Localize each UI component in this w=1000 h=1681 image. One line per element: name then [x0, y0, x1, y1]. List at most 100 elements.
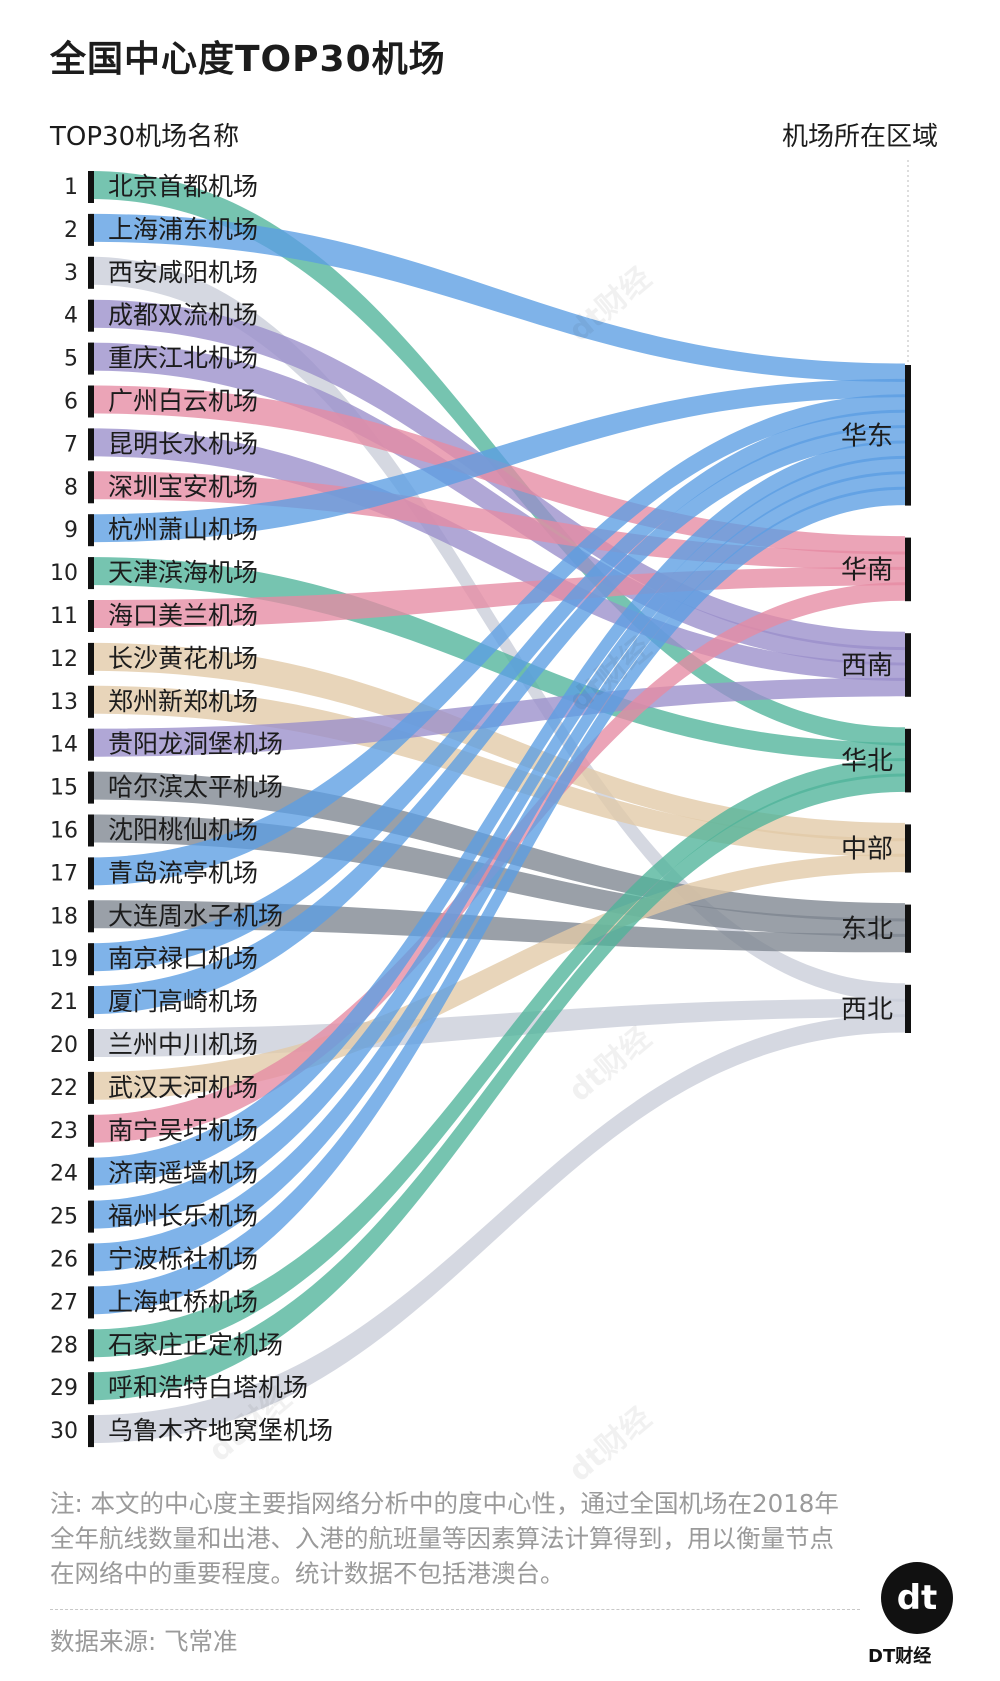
left-node-bar	[88, 1415, 94, 1448]
ribbon-10	[90, 557, 905, 762]
airport-name: 济南遥墙机场	[108, 1159, 258, 1188]
airport-name: 呼和浩特白塔机场	[108, 1373, 308, 1402]
rank-label: 22	[50, 1076, 78, 1101]
rank-label: 11	[50, 604, 78, 629]
airport-name: 广州白云机场	[108, 387, 258, 416]
chart-title: 全国中心度TOP30机场	[50, 39, 446, 80]
rank-label: 27	[50, 1290, 78, 1315]
airport-name: 上海浦东机场	[108, 215, 258, 244]
airport-name: 深圳宝安机场	[108, 472, 258, 501]
left-node-bar	[88, 256, 94, 289]
airport-name: 郑州新郑机场	[108, 687, 258, 716]
left-node-bar	[88, 943, 94, 976]
left-node-bar	[88, 1329, 94, 1362]
airport-name: 西安咸阳机场	[108, 258, 258, 287]
airport-name: 北京首都机场	[108, 172, 258, 201]
rank-label: 10	[50, 561, 78, 586]
left-node-bar	[88, 385, 94, 418]
left-node-bar	[88, 1200, 94, 1233]
rank-label: 16	[50, 819, 78, 844]
ribbon-18	[90, 900, 905, 953]
rank-label: 20	[50, 1033, 78, 1058]
divider	[50, 1609, 860, 1610]
rank-label: 26	[50, 1248, 78, 1273]
region-label: 西北	[841, 995, 893, 1025]
rank-label: 15	[50, 776, 78, 801]
airport-name: 成都双流机场	[108, 301, 258, 330]
airport-name: 宁波栎社机场	[108, 1245, 258, 1274]
airport-name: 沈阳桃仙机场	[108, 816, 258, 845]
ribbon-27	[90, 486, 905, 1315]
region-node-bar	[905, 365, 911, 506]
airport-name: 青岛流亭机场	[108, 858, 258, 887]
airport-name: 杭州萧山机场	[108, 515, 258, 544]
left-node-bar	[88, 557, 94, 590]
region-label: 西南	[841, 651, 893, 681]
left-node-bar	[88, 728, 94, 761]
airport-name: 上海虹桥机场	[108, 1287, 258, 1316]
left-node-bar	[88, 1029, 94, 1061]
rank-label: 12	[50, 647, 78, 672]
left-node-bar	[88, 1157, 94, 1190]
sankey-chart: 1 北京首都机场 2 上海浦东机场 3 西安咸阳机场 4 成都双流机场 5 重庆江北机场 6 广州白云…	[50, 160, 911, 1448]
left-node-bar	[88, 814, 94, 847]
rank-label: 6	[64, 390, 78, 415]
rank-label: 25	[50, 1205, 78, 1230]
right-axis-header: 机场所在区域	[781, 122, 938, 152]
rank-label: 4	[64, 304, 78, 329]
dt-logo: dt	[881, 1562, 953, 1634]
rank-label: 3	[64, 261, 78, 286]
ribbon-20	[90, 998, 905, 1057]
airport-name: 兰州中川机场	[108, 1030, 258, 1059]
ribbon-21	[90, 425, 905, 1015]
airport-name: 贵阳龙洞堡机场	[108, 730, 283, 759]
rank-label: 21	[50, 990, 78, 1015]
left-node-bar	[88, 771, 94, 804]
left-node-bar	[88, 1071, 94, 1104]
logo-text: DT财经	[868, 1646, 932, 1667]
left-node-bar	[88, 1286, 94, 1319]
ribbon-17	[90, 394, 905, 886]
left-node-bar	[88, 986, 94, 1019]
left-node-bar	[88, 514, 94, 547]
left-node-bar	[88, 1243, 94, 1276]
airport-name: 重庆江北机场	[108, 344, 258, 373]
airport-name: 福州长乐机场	[108, 1202, 258, 1231]
rank-label: 9	[64, 518, 78, 543]
airport-name: 石家庄正定机场	[108, 1330, 283, 1359]
left-node-bar	[88, 471, 94, 504]
ribbon-19	[90, 409, 905, 972]
left-axis-header: TOP30机场名称	[50, 122, 240, 152]
ribbon-26	[90, 471, 905, 1272]
airport-name: 昆明长水机场	[108, 429, 258, 458]
left-node-bar	[88, 685, 94, 718]
airport-name: 乌鲁木齐地窝堡机场	[108, 1416, 333, 1445]
rank-label: 17	[50, 861, 78, 886]
data-source: 数据来源: 飞常准	[50, 1627, 238, 1656]
ribbon-5	[90, 342, 905, 666]
airport-name: 武汉天河机场	[108, 1073, 258, 1102]
rank-label: 29	[50, 1376, 78, 1401]
ribbons-layer	[90, 171, 905, 1444]
rank-label: 30	[50, 1419, 78, 1444]
left-node-bar	[88, 213, 94, 246]
left-node-bar	[88, 900, 94, 933]
rank-label: 18	[50, 904, 78, 929]
airport-name: 厦门高崎机场	[108, 987, 258, 1016]
airport-name: 哈尔滨太平机场	[108, 773, 283, 802]
left-node-bar	[88, 299, 94, 332]
airport-name: 大连周水子机场	[108, 901, 283, 930]
region-node-bar	[905, 537, 911, 602]
left-labels-layer: 1 北京首都机场 2 上海浦东机场 3 西安咸阳机场 4 成都双流机场 5 重庆江北机场 6 广州白云…	[50, 171, 333, 1448]
ribbon-22	[90, 853, 905, 1100]
left-node-bar	[88, 428, 94, 461]
ribbon-24	[90, 440, 905, 1186]
airport-name: 长沙黄花机场	[108, 644, 258, 673]
rank-label: 13	[50, 690, 78, 715]
region-label: 华北	[841, 747, 893, 777]
ribbon-25	[90, 455, 905, 1229]
rank-label: 14	[50, 733, 78, 758]
region-label: 东北	[841, 915, 893, 945]
rank-label: 19	[50, 947, 78, 972]
